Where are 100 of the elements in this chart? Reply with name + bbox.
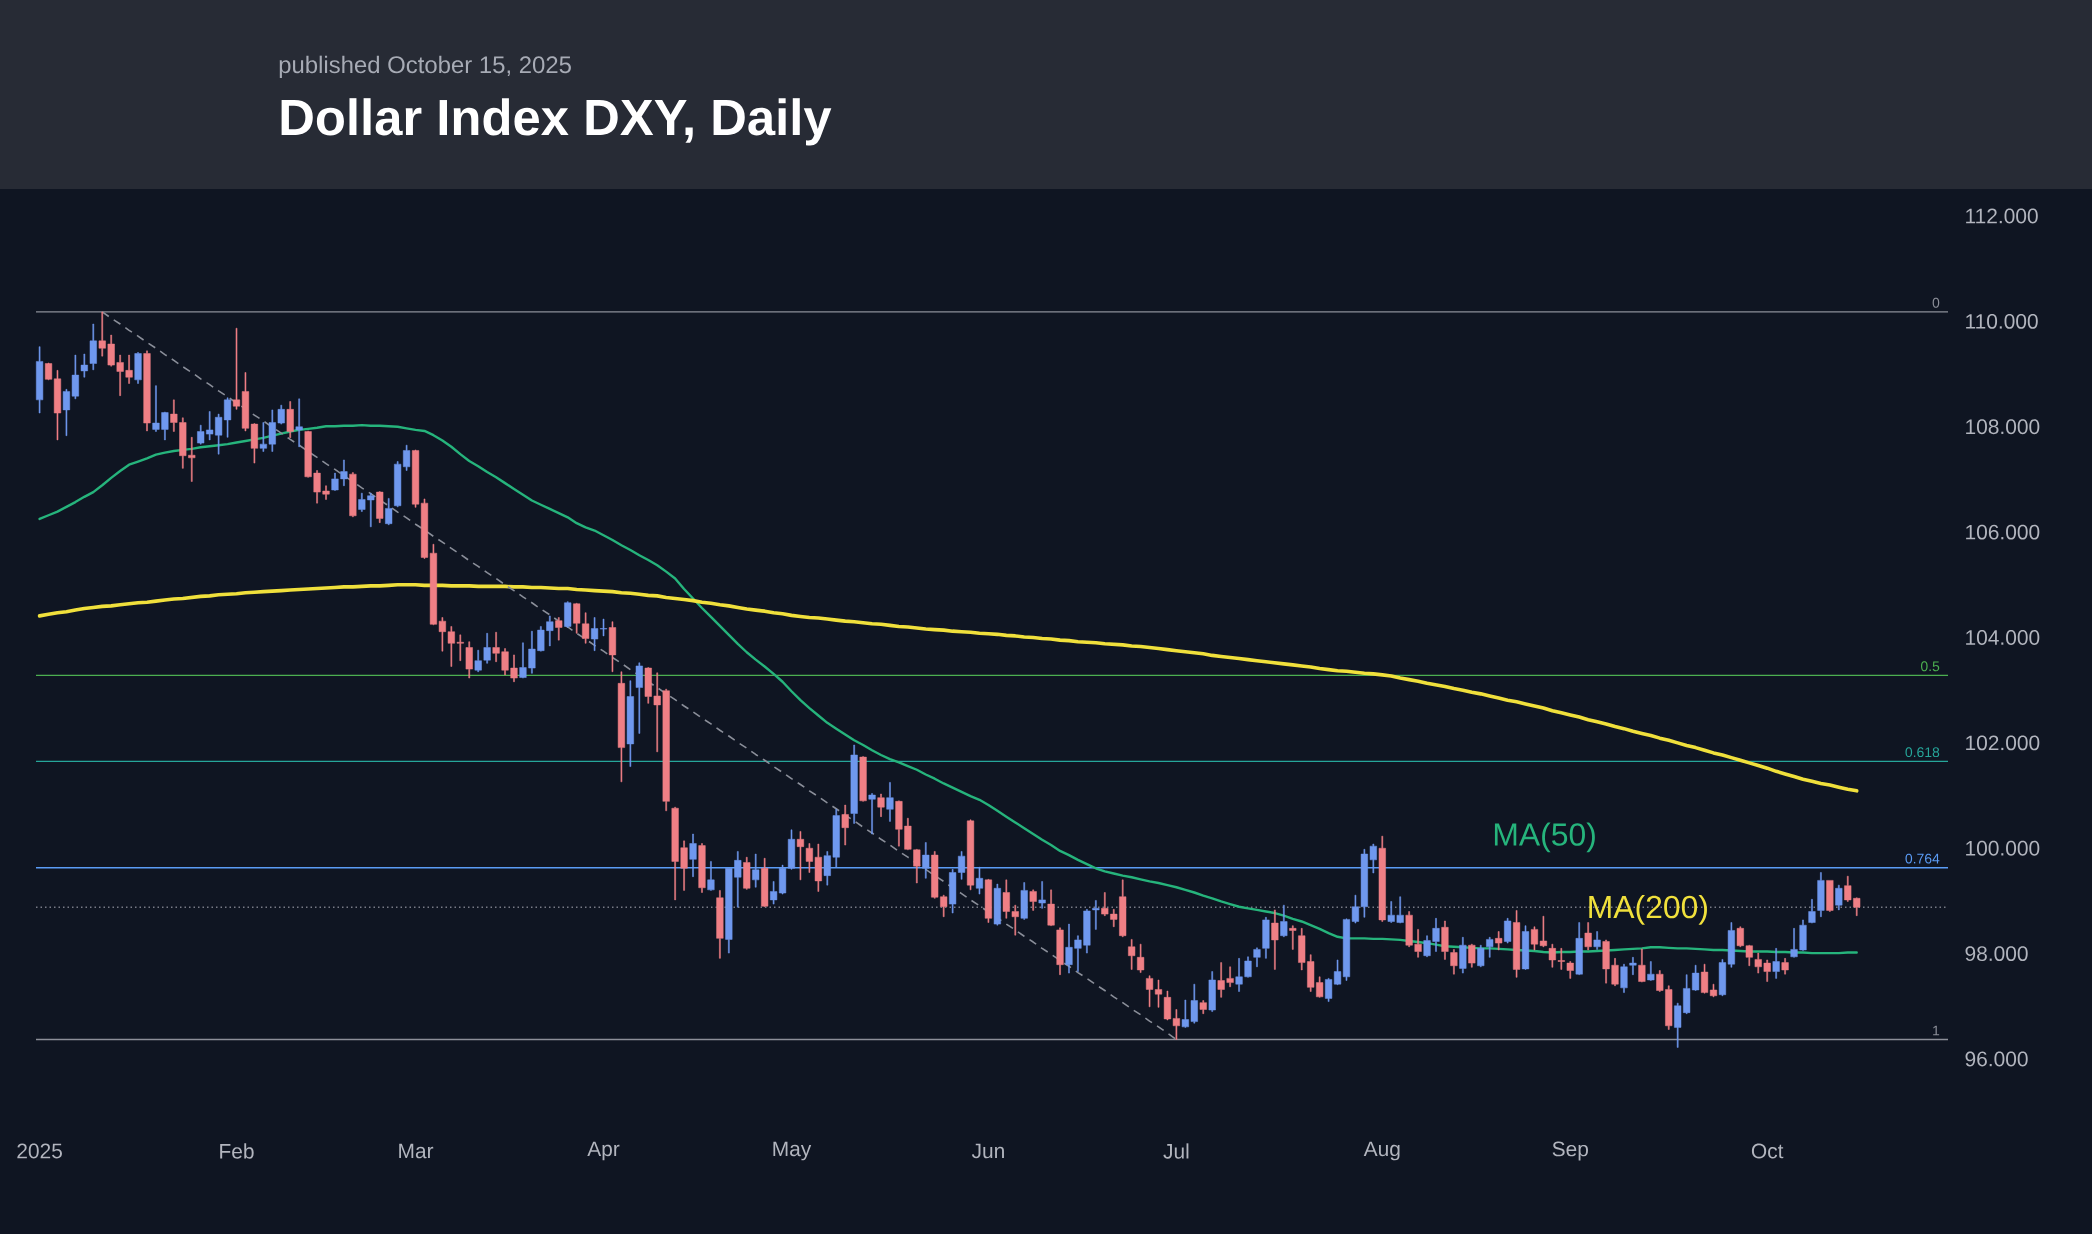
candlestick [1450,949,1458,975]
candlestick [1378,835,1386,922]
candlestick [1208,971,1216,1012]
candlestick [608,621,617,672]
x-tick-label: Aug [1363,1141,1400,1161]
candlestick [44,362,53,381]
candlestick [1781,958,1789,975]
candlestick [349,472,357,518]
annotation: 0 [1932,297,1940,308]
candlestick [1575,922,1583,975]
candlestick [886,782,894,822]
candlestick [859,756,867,802]
candlestick [1262,917,1270,959]
candlestick [1808,899,1816,924]
candlestick [966,819,975,891]
candlestick [1047,889,1055,926]
candlestick [1495,931,1503,951]
candlestick [761,858,769,907]
candlestick [743,856,751,890]
candlestick [564,601,572,628]
y-tick-label: 98.000 [1965,946,2028,962]
x-tick-label: Feb [220,1143,254,1159]
chart-subtitle: published October 15, 2025 [279,55,571,78]
candlestick [465,641,473,679]
candlestick [635,662,643,734]
x-tick-label: Mar [399,1143,434,1159]
candlestick [877,793,885,817]
y-tick-label: 102.000 [1966,735,2040,751]
candlestick [716,890,724,959]
candlestick [707,861,715,891]
annotation: 1 [1933,1025,1940,1036]
candlestick [89,323,97,371]
candlestick [1128,939,1136,970]
candlestick [984,879,992,923]
annotation: 0.764 [1905,853,1940,864]
candlestick [1199,1000,1207,1014]
y-tick-label: 108.000 [1966,419,2040,435]
x-tick-label: Jul [1163,1143,1189,1159]
candlestick [385,498,393,525]
candlestick [1817,872,1825,917]
y-tick-label: 96.000 [1965,1051,2028,1067]
candlestick [850,744,858,824]
candlestick [80,353,88,378]
candlestick [698,843,706,893]
candlestick [1477,944,1485,968]
y-tick-label: 106.000 [1966,524,2040,540]
candlestick [1020,882,1028,920]
y-tick-label: 104.000 [1966,630,2040,645]
x-tick-label: Apr [587,1141,620,1161]
candlestick [841,804,849,846]
candlestick [1709,983,1718,998]
candlestick [143,350,151,432]
candlestick [975,866,984,895]
candlestick [617,671,625,783]
candlestick [36,346,44,414]
candlestick [295,398,303,448]
candlestick [1280,904,1288,938]
y-tick-label: 100.000 [1966,840,2040,856]
candlestick [993,883,1001,926]
candlestick [1029,889,1037,911]
y-tick-label: 110.000 [1966,313,2038,329]
candlestick [689,833,697,877]
candlestick [1521,925,1530,970]
candlestick [1137,943,1145,973]
x-tick-label: May [773,1141,812,1161]
candlestick [1441,920,1449,960]
candlestick [868,793,876,835]
candlestick [134,352,142,384]
x-tick-label: Jun [971,1143,1004,1159]
candlestick [1593,931,1601,950]
candlestick [1772,948,1780,979]
candlestick [1253,947,1261,968]
candlestick [922,842,930,879]
candlestick [555,617,563,641]
annotation: 0.5 [1920,661,1940,672]
chart-title: Dollar Index DXY, Daily [281,98,832,146]
x-tick-label: 2025 [17,1143,62,1159]
candlestick [1056,927,1064,975]
candlestick [1835,884,1843,911]
candlestick [1038,881,1046,909]
candlestick [1504,918,1512,944]
y-tick-label: 112.000 [1966,208,2038,224]
x-tick-label: Oct [1751,1143,1784,1159]
candlestick [1620,963,1628,993]
candlestick [1271,909,1279,970]
candlestick [1459,937,1467,974]
candlestick [376,491,384,523]
candlestick [1468,943,1476,968]
candlestick [1629,957,1637,975]
text: MA(200) [1589,894,1707,925]
annotation: 0.618 [1905,747,1940,758]
candlestick [1289,925,1297,950]
candlestick [53,370,62,441]
candlestick [1647,961,1655,981]
text: MA(50) [1494,822,1595,853]
candlestick [286,401,294,439]
candlestick [796,831,805,881]
candlestick [752,853,760,888]
candlestick [1638,948,1646,983]
candlestick [1486,937,1494,958]
